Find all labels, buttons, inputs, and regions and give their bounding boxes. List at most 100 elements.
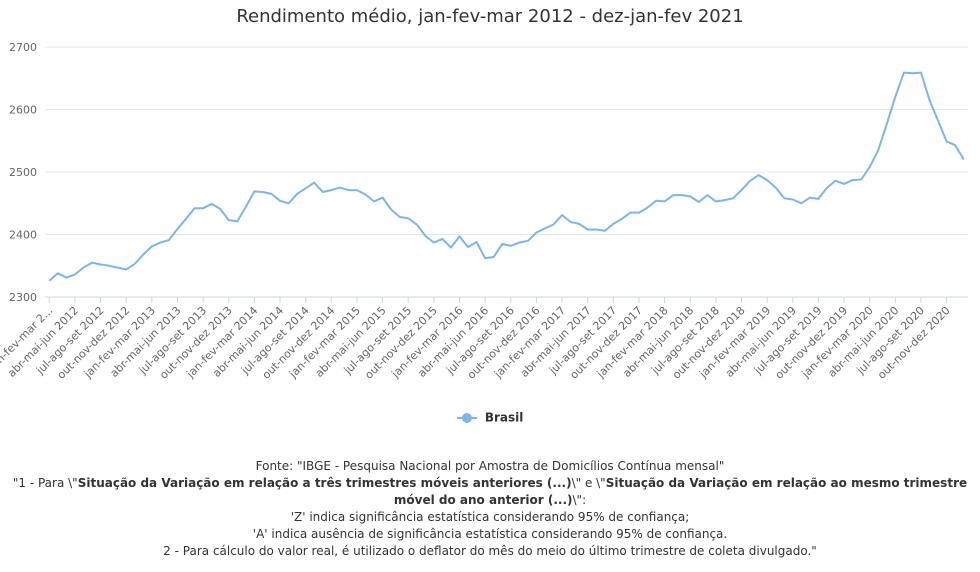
data-point[interactable] [755,171,763,179]
data-point[interactable] [105,262,113,270]
data-point[interactable] [319,188,327,196]
data-point[interactable] [165,236,173,244]
data-point[interactable] [71,271,79,279]
data-point[interactable] [156,239,164,247]
data-point[interactable] [900,69,908,77]
data-point[interactable] [814,195,822,203]
data-point[interactable] [712,197,720,205]
data-point[interactable] [148,242,156,250]
data-point[interactable] [883,120,891,128]
data-point[interactable] [686,192,694,200]
data-point[interactable] [507,242,515,250]
data-point[interactable] [310,179,318,187]
data-point[interactable] [250,187,258,195]
data-point[interactable] [139,251,147,259]
series-line[interactable] [48,71,965,282]
data-point[interactable] [806,194,814,202]
data-point[interactable] [669,191,677,199]
data-point[interactable] [438,235,446,243]
data-point[interactable] [601,227,609,235]
data-point[interactable] [396,213,404,221]
data-point[interactable] [225,216,233,224]
data-point[interactable] [199,204,207,212]
data-point[interactable] [840,180,848,188]
data-point[interactable] [473,238,481,246]
data-point[interactable] [567,218,575,226]
data-point[interactable] [447,244,455,252]
data-point[interactable] [550,221,558,229]
data-point[interactable] [387,206,395,214]
data-point[interactable] [379,194,387,202]
data-point[interactable] [370,197,378,205]
data-point[interactable] [592,226,600,234]
data-point[interactable] [532,229,540,237]
data-point[interactable] [490,253,498,261]
data-point[interactable] [541,224,549,232]
data-point[interactable] [960,156,968,164]
data-point[interactable] [746,177,754,185]
data-point[interactable] [635,209,643,217]
data-point[interactable] [191,204,199,212]
data-point[interactable] [917,69,925,77]
data-point[interactable] [404,214,412,222]
data-point[interactable] [361,191,369,199]
data-point[interactable] [97,261,105,269]
data-point[interactable] [652,197,660,205]
data-point[interactable] [173,225,181,233]
data-point[interactable] [729,194,737,202]
data-point[interactable] [233,217,241,225]
data-point[interactable] [54,269,62,277]
data-point[interactable] [575,220,583,228]
data-point[interactable] [866,163,874,171]
data-point[interactable] [789,196,797,204]
data-point[interactable] [763,176,771,184]
data-point[interactable] [45,277,53,285]
data-point[interactable] [943,137,951,145]
data-point[interactable] [609,220,617,228]
data-point[interactable] [558,211,566,219]
data-point[interactable] [344,186,352,194]
data-point[interactable] [498,240,506,248]
data-point[interactable] [182,215,190,223]
data-point[interactable] [267,190,275,198]
data-point[interactable] [464,243,472,251]
data-point[interactable] [413,221,421,229]
data-point[interactable] [891,92,899,100]
data-point[interactable] [780,194,788,202]
data-point[interactable] [618,215,626,223]
data-point[interactable] [285,199,293,207]
data-point[interactable] [481,254,489,262]
data-point[interactable] [114,264,122,272]
data-point[interactable] [626,209,634,217]
data-point[interactable] [720,196,728,204]
data-point[interactable] [79,264,87,272]
data-point[interactable] [908,69,916,77]
data-point[interactable] [797,199,805,207]
data-point[interactable] [926,96,934,104]
data-point[interactable] [216,205,224,213]
data-point[interactable] [515,239,523,247]
data-point[interactable] [327,186,335,194]
legend[interactable]: Brasil [0,410,980,425]
data-point[interactable] [122,266,130,274]
data-point[interactable] [276,197,284,205]
data-point[interactable] [703,191,711,199]
data-point[interactable] [695,198,703,206]
data-point[interactable] [661,197,669,205]
data-point[interactable] [951,141,959,149]
data-point[interactable] [524,237,532,245]
data-point[interactable] [584,226,592,234]
data-point[interactable] [353,186,361,194]
data-point[interactable] [644,204,652,212]
data-point[interactable] [772,184,780,192]
data-point[interactable] [259,188,267,196]
data-point[interactable] [131,260,139,268]
data-point[interactable] [832,177,840,185]
data-point[interactable] [293,190,301,198]
data-point[interactable] [302,184,310,192]
data-point[interactable] [849,176,857,184]
data-point[interactable] [421,232,429,240]
data-point[interactable] [208,200,216,208]
data-point[interactable] [242,203,250,211]
data-point[interactable] [336,184,344,192]
